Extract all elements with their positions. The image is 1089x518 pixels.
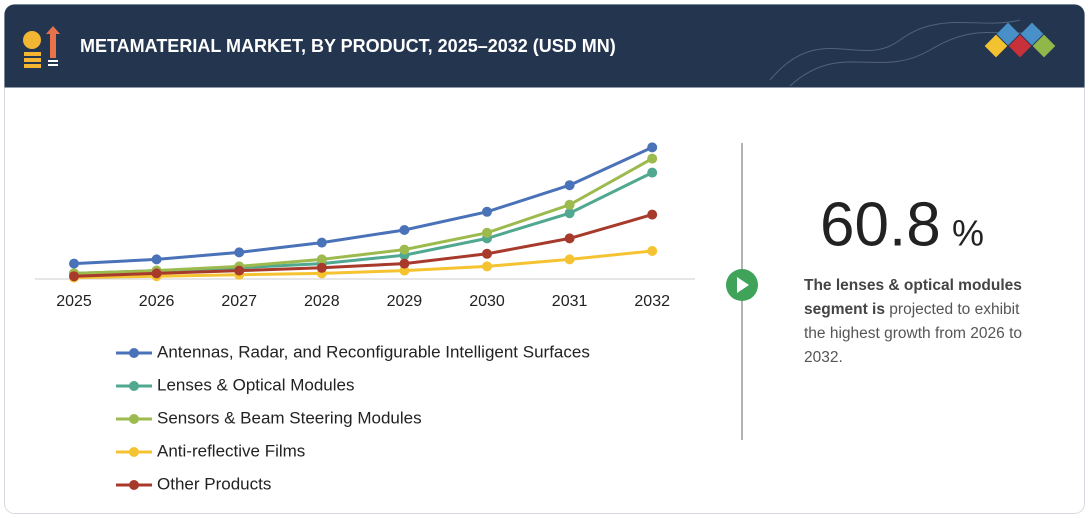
x-tick-label: 2027 <box>221 293 257 310</box>
data-point <box>482 206 492 217</box>
header-icon <box>23 26 60 68</box>
series-line <box>73 157 653 275</box>
data-point <box>647 246 658 256</box>
data-point <box>399 244 410 255</box>
legend-label: Sensors & Beam Steering Modules <box>157 408 422 427</box>
x-tick-label: 2026 <box>139 293 175 310</box>
highlight-unit: % <box>952 213 984 254</box>
legend-swatch <box>129 414 139 424</box>
data-point <box>399 265 410 276</box>
series-line <box>73 213 653 278</box>
x-tick-label: 2032 <box>634 293 670 310</box>
series-line <box>73 249 653 280</box>
data-point <box>482 248 492 259</box>
x-tick-label: 2030 <box>469 293 505 310</box>
data-point <box>564 180 575 191</box>
data-point <box>316 237 327 248</box>
data-point <box>564 199 575 210</box>
data-point <box>647 142 658 153</box>
x-tick-label: 2025 <box>56 293 92 310</box>
data-point <box>647 153 658 164</box>
header <box>4 4 1085 88</box>
data-point <box>316 262 327 273</box>
legend-swatch <box>129 480 139 490</box>
highlight-value: 60.8 <box>820 190 941 259</box>
legend-label: Antennas, Radar, and Reconfigurable Inte… <box>157 342 590 361</box>
data-point <box>482 261 492 272</box>
data-point <box>69 271 79 282</box>
data-point <box>564 208 575 219</box>
legend-swatch <box>129 348 139 358</box>
description-bold: The lenses & optical modules segment is <box>804 277 1022 318</box>
data-point <box>647 209 658 220</box>
legend-label: Anti-reflective Films <box>157 441 305 460</box>
legend-swatch <box>129 381 139 391</box>
chart-title: METAMATERIAL MARKET, BY PRODUCT, 2025–20… <box>80 36 616 56</box>
data-point <box>399 225 410 235</box>
data-point <box>482 227 492 238</box>
data-point <box>399 258 410 269</box>
data-point <box>564 254 575 265</box>
x-tick-label: 2031 <box>552 293 588 310</box>
data-point <box>647 167 658 178</box>
play-icon <box>737 277 749 293</box>
legend-label: Other Products <box>157 474 271 493</box>
data-point <box>69 258 79 269</box>
x-tick-label: 2028 <box>304 293 340 310</box>
data-point <box>564 233 575 244</box>
data-point <box>151 254 162 265</box>
data-point <box>234 247 245 258</box>
decor-line <box>769 19 1021 81</box>
x-tick-label: 2029 <box>387 293 423 310</box>
series-line <box>73 146 653 266</box>
legend-swatch <box>129 447 139 457</box>
highlight-description: The lenses & optical modules segment is … <box>804 274 1044 370</box>
data-point <box>151 268 162 279</box>
data-point <box>316 254 327 265</box>
description-text: projected to exhibit the highest growth … <box>804 301 1022 366</box>
data-point <box>234 265 245 276</box>
legend-label: Lenses & Optical Modules <box>157 375 355 394</box>
